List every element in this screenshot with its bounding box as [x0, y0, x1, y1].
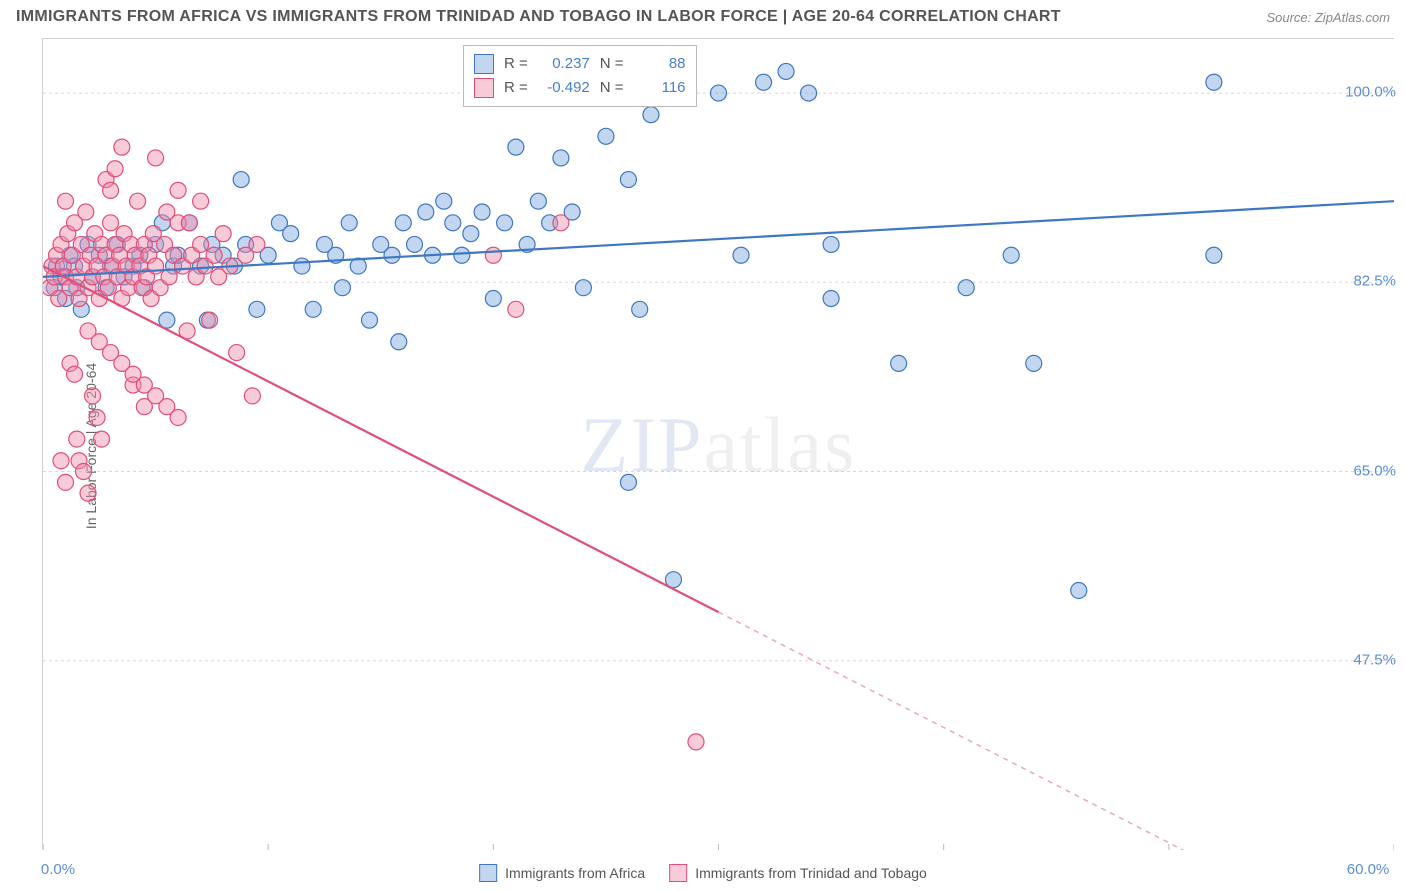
r-label: R =	[504, 52, 528, 76]
legend-label-a: Immigrants from Africa	[505, 865, 645, 881]
legend-item-b: Immigrants from Trinidad and Tobago	[669, 864, 927, 882]
y-tick-label: 65.0%	[1353, 462, 1396, 479]
chart-title: IMMIGRANTS FROM AFRICA VS IMMIGRANTS FRO…	[16, 8, 1061, 26]
source-label: Source: ZipAtlas.com	[1266, 10, 1390, 25]
title-bar: IMMIGRANTS FROM AFRICA VS IMMIGRANTS FRO…	[0, 0, 1406, 30]
legend-label-b: Immigrants from Trinidad and Tobago	[695, 865, 927, 881]
n-label: N =	[600, 52, 624, 76]
n-label: N =	[600, 76, 624, 100]
x-tick-right: 60.0%	[1347, 861, 1390, 878]
corr-row-a: R = 0.237 N = 88	[474, 52, 686, 76]
scatter-plot	[43, 39, 1394, 850]
corr-row-b: R = -0.492 N = 116	[474, 76, 686, 100]
chart-area: ZIPatlas R = 0.237 N = 88 R = -0.492 N =…	[42, 38, 1394, 850]
bottom-legend: Immigrants from Africa Immigrants from T…	[479, 864, 927, 882]
x-tick-left: 0.0%	[41, 861, 75, 878]
legend-swatch-b-icon	[669, 864, 687, 882]
swatch-series-a-icon	[474, 54, 494, 74]
n-value-b: 116	[630, 76, 686, 100]
y-tick-label: 82.5%	[1353, 273, 1396, 290]
legend-swatch-a-icon	[479, 864, 497, 882]
y-tick-label: 47.5%	[1353, 651, 1396, 668]
swatch-series-b-icon	[474, 78, 494, 98]
r-label: R =	[504, 76, 528, 100]
r-value-b: -0.492	[534, 76, 590, 100]
n-value-a: 88	[630, 52, 686, 76]
y-tick-label: 100.0%	[1345, 84, 1396, 101]
r-value-a: 0.237	[534, 52, 590, 76]
correlation-box: R = 0.237 N = 88 R = -0.492 N = 116	[463, 45, 697, 107]
legend-item-a: Immigrants from Africa	[479, 864, 645, 882]
